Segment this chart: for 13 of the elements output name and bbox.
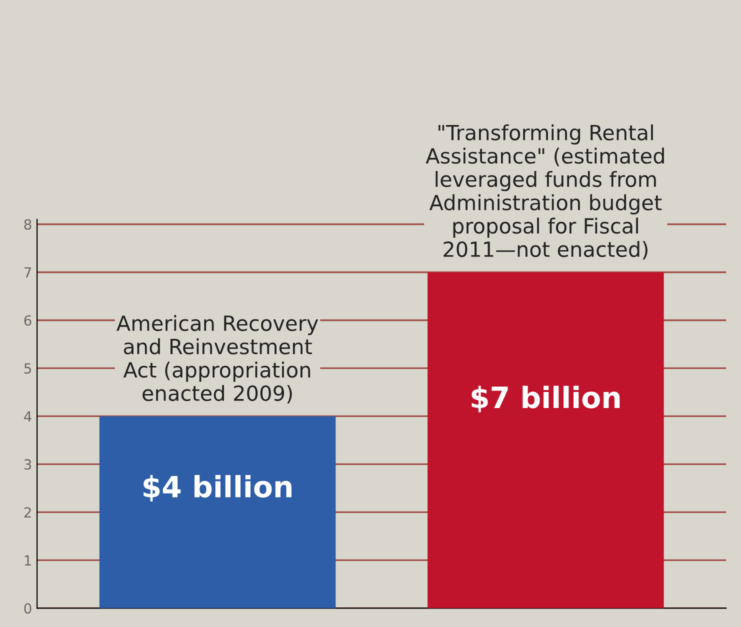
- data-label: $7 billion: [472, 386, 620, 412]
- y-tick-label: 4: [24, 411, 32, 422]
- y-tick-label: 1: [24, 555, 31, 566]
- y-tick-label: 3: [24, 459, 32, 470]
- data-label: $4 billion: [144, 475, 292, 502]
- x-tick-label: "Transforming Rental Assistance" (estimated leveraged funds from Administration budget proposal for Fiscal 2011—not enacted): [426, 124, 664, 260]
- y-tick-label: 2: [24, 507, 31, 518]
- x-tick-label: American Recovery and Reinvestment Act (appropriation enacted 2009): [116, 314, 318, 404]
- y-tick-label: 5: [24, 363, 31, 374]
- y-tick-label: 6: [24, 315, 32, 326]
- y-tick-label: 7: [24, 267, 31, 278]
- y-tick-label: 8: [24, 219, 32, 230]
- y-tick-label: 0: [24, 603, 32, 614]
